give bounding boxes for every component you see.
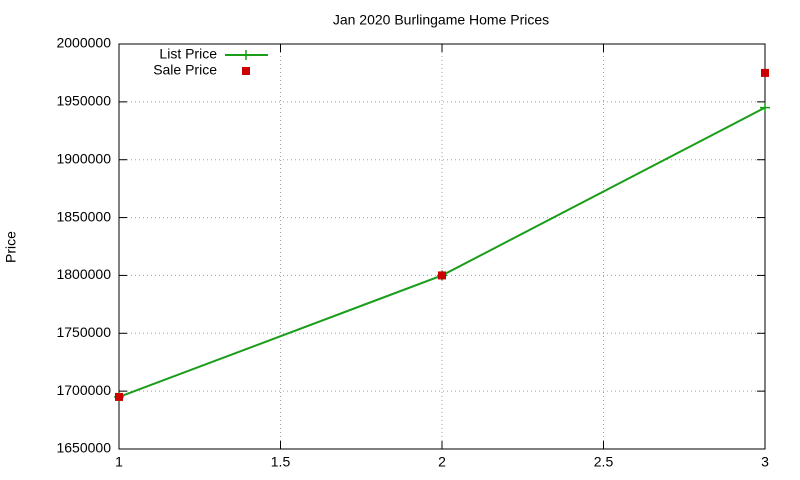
data-point xyxy=(760,102,770,113)
y-tick-label: 1950000 xyxy=(56,93,111,109)
y-tick-label: 1700000 xyxy=(56,382,111,398)
legend-label: Sale Price xyxy=(153,62,217,78)
x-tick-label: 3 xyxy=(761,454,769,470)
y-tick-label: 1800000 xyxy=(56,266,111,282)
x-tick-label: 1.5 xyxy=(271,454,291,470)
y-tick-label: 1750000 xyxy=(56,324,111,340)
data-point xyxy=(761,68,769,77)
legend-label: List Price xyxy=(159,46,217,62)
data-point xyxy=(438,271,446,280)
y-tick-label: 2000000 xyxy=(56,35,111,51)
chart-title: Jan 2020 Burlingame Home Prices xyxy=(333,12,549,28)
y-tick-label: 1900000 xyxy=(56,150,111,166)
legend-swatch xyxy=(242,67,250,75)
data-point xyxy=(115,392,123,401)
plot-border xyxy=(118,43,766,450)
x-tick-label: 2 xyxy=(438,454,446,470)
y-tick-label: 1650000 xyxy=(56,440,111,456)
legend-swatch xyxy=(241,50,251,60)
x-tick-label: 2.5 xyxy=(594,454,614,470)
y-tick-label: 1850000 xyxy=(56,208,111,224)
x-tick-label: 1 xyxy=(115,454,123,470)
y-axis-label: Price xyxy=(3,231,19,263)
